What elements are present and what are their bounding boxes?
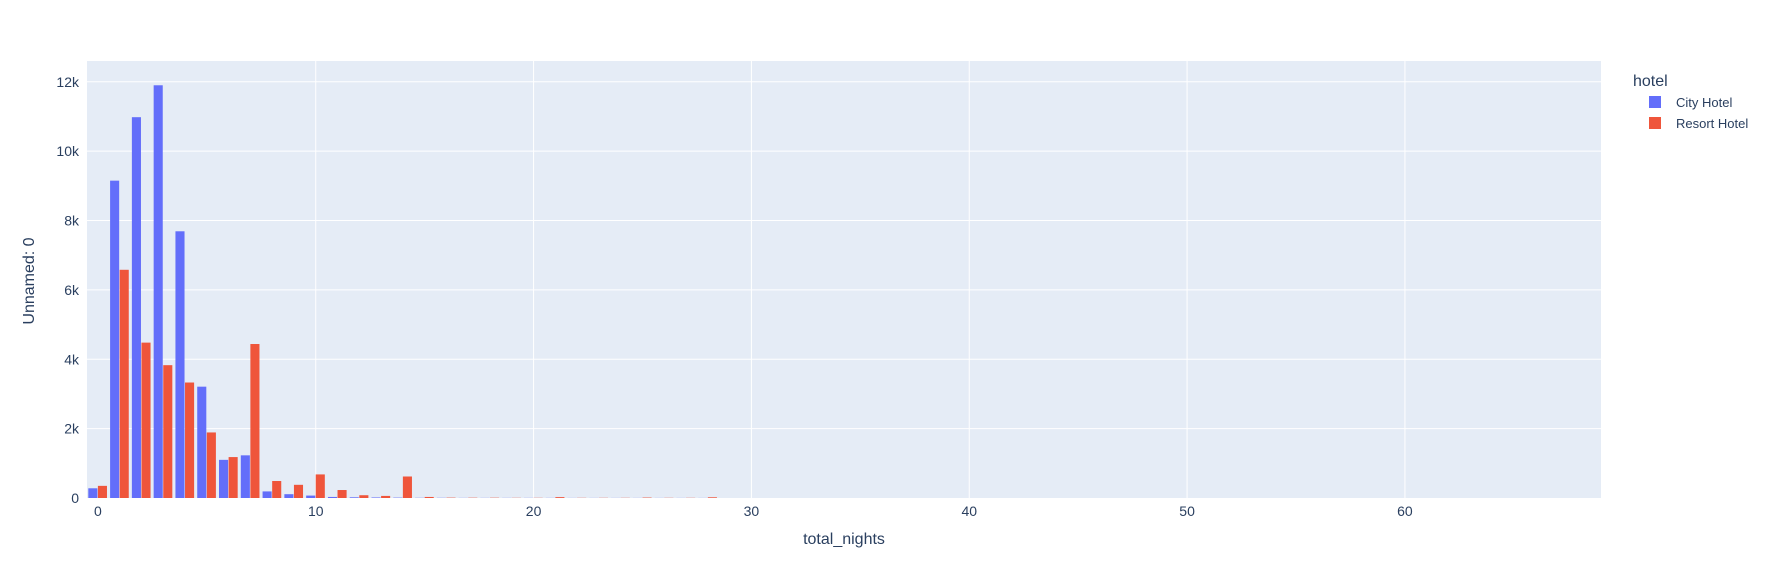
y-tick-label: 4k — [64, 351, 80, 367]
x-axis-ticks: 0 10 20 30 40 50 60 — [94, 503, 1413, 519]
bar-city-hotel[interactable] — [262, 491, 272, 498]
x-tick-label: 10 — [308, 503, 324, 519]
bar-resort-hotel[interactable] — [163, 365, 173, 498]
bar-resort-hotel[interactable] — [707, 497, 717, 498]
bar-resort-hotel[interactable] — [337, 490, 347, 498]
bar-resort-hotel[interactable] — [402, 476, 412, 498]
bar-resort-hotel[interactable] — [272, 481, 282, 498]
bar-resort-hotel[interactable] — [119, 269, 129, 498]
x-tick-label: 0 — [94, 503, 102, 519]
legend-title: hotel — [1633, 73, 1668, 90]
bar-city-hotel[interactable] — [240, 455, 250, 498]
bar-city-hotel[interactable] — [284, 494, 294, 498]
legend-label-resort-hotel: Resort Hotel — [1676, 116, 1748, 131]
bar-city-hotel[interactable] — [131, 117, 141, 498]
y-tick-label: 0 — [71, 490, 79, 506]
bar-resort-hotel[interactable] — [424, 496, 434, 498]
bar-city-hotel[interactable] — [327, 496, 338, 498]
x-tick-label: 20 — [526, 503, 542, 519]
bar-city-hotel[interactable] — [88, 488, 98, 498]
plot-background — [87, 61, 1601, 498]
bar-resort-hotel[interactable] — [141, 342, 151, 498]
y-tick-label: 6k — [64, 282, 80, 298]
y-tick-label: 12k — [56, 74, 80, 90]
y-tick-label: 2k — [64, 421, 80, 437]
bar-resort-hotel[interactable] — [250, 344, 260, 498]
bar-resort-hotel[interactable] — [315, 474, 325, 498]
x-tick-label: 30 — [744, 503, 760, 519]
bar-city-hotel[interactable] — [349, 497, 359, 498]
x-tick-label: 40 — [961, 503, 977, 519]
bar-city-hotel[interactable] — [110, 180, 120, 498]
bar-city-hotel[interactable] — [175, 231, 185, 499]
bar-city-hotel[interactable] — [306, 495, 316, 498]
x-axis-title: total_nights — [803, 531, 885, 548]
y-axis-title: Unnamed: 0 — [21, 237, 38, 324]
legend-item-resort-hotel[interactable]: Resort Hotel — [1649, 116, 1748, 131]
legend-swatch-resort-hotel — [1649, 117, 1661, 129]
y-tick-label: 10k — [56, 143, 80, 159]
bar-city-hotel[interactable] — [153, 85, 163, 499]
y-axis-ticks: 0 2k 4k 6k 8k 10k 12k — [56, 74, 80, 506]
bar-resort-hotel[interactable] — [293, 484, 304, 498]
bar-city-hotel[interactable] — [219, 459, 229, 498]
bar-resort-hotel[interactable] — [206, 432, 216, 498]
bar-resort-hotel[interactable] — [359, 495, 369, 498]
x-tick-label: 60 — [1397, 503, 1413, 519]
bar-resort-hotel[interactable] — [228, 457, 238, 498]
bar-resort-hotel[interactable] — [555, 497, 565, 498]
bars — [88, 85, 717, 499]
bar-resort-hotel[interactable] — [381, 495, 391, 498]
legend-swatch-city-hotel — [1649, 96, 1661, 108]
legend: hotel City Hotel Resort Hotel — [1633, 73, 1748, 131]
x-tick-label: 50 — [1179, 503, 1195, 519]
bar-resort-hotel[interactable] — [185, 382, 195, 498]
y-tick-label: 8k — [64, 213, 80, 229]
bar-city-hotel[interactable] — [197, 386, 207, 498]
bar-city-hotel[interactable] — [371, 497, 381, 498]
legend-label-city-hotel: City Hotel — [1676, 95, 1732, 110]
bar-resort-hotel[interactable] — [97, 485, 107, 498]
legend-item-city-hotel[interactable]: City Hotel — [1649, 95, 1732, 110]
gridlines — [87, 61, 1601, 498]
